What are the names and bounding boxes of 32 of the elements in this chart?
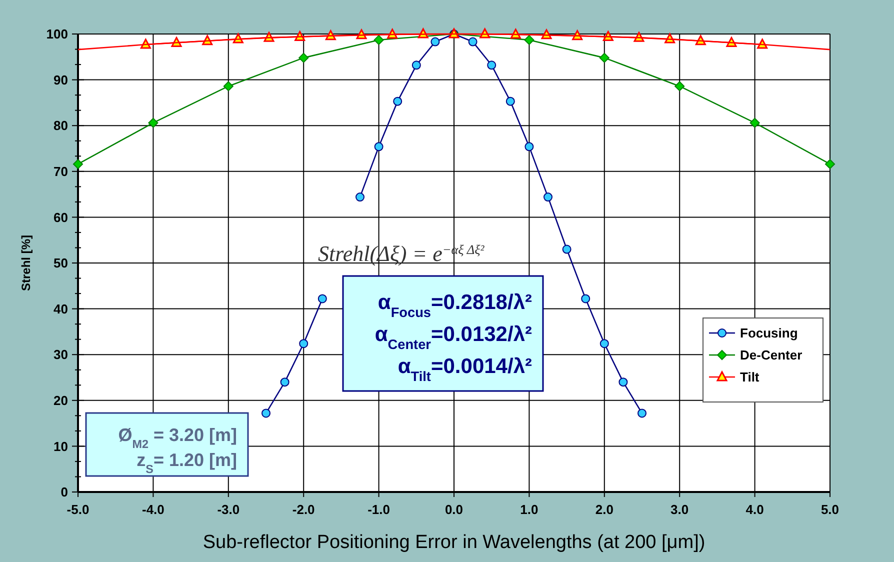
annotation: Ø$_{M2}$ = 3.20 [m] (118, 425, 237, 450)
y-tick-label: 50 (54, 256, 68, 271)
y-tick-label: 40 (54, 301, 68, 316)
y-tick-label: 70 (54, 164, 68, 179)
y-tick-label: 10 (54, 438, 68, 454)
x-tick-label: -3.0 (217, 502, 240, 517)
x-tick-label: -5.0 (66, 502, 90, 517)
y-tick-label: 30 (54, 347, 68, 362)
y-tick-label: 100 (46, 26, 68, 42)
x-tick-label: 3.0 (670, 502, 689, 517)
legend-label: Tilt (740, 370, 760, 385)
annotation: α$_{Focus}$=0.2818/λ² (378, 291, 532, 320)
legend-label: Focusing (740, 326, 798, 341)
x-tick-label: 5.0 (820, 502, 840, 517)
y-tick-label: 90 (54, 72, 68, 88)
y-tick-label: 0 (60, 484, 68, 500)
x-tick-label: -4.0 (142, 502, 164, 517)
x-tick-label: 2.0 (595, 502, 614, 517)
annotation: α$_{Center}$=0.0132/λ² (374, 323, 532, 352)
x-tick-label: 0.0 (444, 502, 464, 517)
y-tick-label: 20 (54, 392, 68, 408)
legend-label: De-Center (740, 348, 802, 363)
annotation: α$_{Tilt}$=0.0014/λ² (398, 355, 532, 384)
annotation: z$_{S}$= 1.20 [m] (136, 450, 237, 476)
x-axis-title: Sub-reflector Positioning Error in Wavelengths (at 200 [μm]) (202, 532, 706, 553)
y-tick-label: 80 (54, 118, 68, 134)
x-tick-label: 4.0 (746, 502, 764, 517)
y-axis-title: Strehl [%] (19, 234, 33, 292)
x-tick-label: -2.0 (292, 502, 315, 517)
y-tick-label: 60 (54, 210, 68, 225)
x-tick-label: -1.0 (368, 502, 390, 517)
x-tick-label: 1.0 (520, 502, 538, 517)
